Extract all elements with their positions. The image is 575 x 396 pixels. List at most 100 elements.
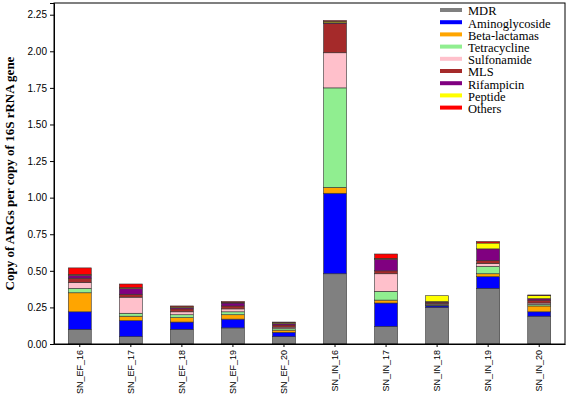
y-axis-line bbox=[50, 4, 55, 345]
plot: 0.000.250.500.751.001.251.501.752.002.25… bbox=[28, 3, 566, 394]
x-tick-mark bbox=[79, 344, 80, 347]
bar-segment bbox=[272, 322, 295, 324]
x-tick: SN_IN_17 bbox=[381, 344, 391, 392]
bar-segment bbox=[528, 300, 551, 303]
chart: 0.000.250.500.751.001.251.501.752.002.25… bbox=[0, 0, 575, 396]
x-tick-label: SN_EF_20 bbox=[279, 350, 289, 394]
bar-segment bbox=[375, 259, 398, 271]
y-tick-mark bbox=[50, 15, 54, 16]
x-tick: SN_EF_17 bbox=[126, 344, 136, 394]
bar-segment bbox=[119, 316, 142, 320]
y-tick-label: 0.00 bbox=[28, 339, 48, 350]
bars bbox=[68, 21, 550, 344]
x-tick-mark bbox=[335, 344, 336, 347]
bar-segment bbox=[221, 309, 244, 312]
bar-segment bbox=[477, 261, 500, 264]
y-tick-label: 1.50 bbox=[28, 119, 48, 130]
x-tick: SN_EF_19 bbox=[228, 344, 238, 394]
x-tick-mark bbox=[181, 344, 182, 347]
y-tick-mark bbox=[50, 344, 54, 345]
bar-segment bbox=[477, 288, 500, 344]
bar-segment bbox=[221, 312, 244, 315]
bar-segment bbox=[272, 330, 295, 332]
bar-segment bbox=[68, 275, 91, 278]
legend-swatch bbox=[440, 69, 462, 73]
legend-label: Others bbox=[468, 102, 501, 116]
bar-segment bbox=[375, 274, 398, 292]
plot-frame bbox=[54, 3, 565, 344]
y-tick-mark bbox=[50, 198, 54, 199]
bar-segment bbox=[477, 274, 500, 277]
x-tick-label: SN_IN_17 bbox=[381, 350, 391, 392]
x-tick: SN_IN_20 bbox=[534, 344, 544, 392]
bar-segment bbox=[324, 20, 347, 22]
bar-segment bbox=[221, 302, 244, 304]
y-tick-label: 0.75 bbox=[28, 229, 48, 240]
y-tick-label: 1.75 bbox=[28, 83, 48, 94]
bar-segment bbox=[324, 88, 347, 188]
bar-segment bbox=[528, 294, 551, 296]
bar-segment bbox=[477, 249, 500, 261]
bar-segment bbox=[68, 329, 91, 344]
legend-swatch bbox=[440, 32, 462, 36]
x-tick-mark bbox=[130, 344, 131, 347]
legend-item: Others bbox=[440, 102, 501, 116]
bar-segment bbox=[426, 304, 449, 306]
bar-segment bbox=[170, 307, 193, 308]
x-tick-mark bbox=[386, 344, 387, 347]
y-tick-label: 1.25 bbox=[28, 156, 48, 167]
x-tick-label: SN_IN_19 bbox=[483, 350, 493, 392]
bar-segment bbox=[477, 264, 500, 267]
bar-segment bbox=[375, 291, 398, 300]
y-tick: 0.25 bbox=[28, 302, 54, 313]
y-tick: 1.25 bbox=[28, 156, 54, 167]
bar-segment bbox=[426, 307, 449, 344]
bar-segment bbox=[324, 22, 347, 24]
bar-segment bbox=[324, 23, 347, 52]
bar-segment bbox=[272, 324, 295, 325]
x-tick: SN_IN_16 bbox=[330, 344, 340, 392]
bar-segment bbox=[119, 288, 142, 294]
y-tick-mark bbox=[50, 51, 54, 52]
bar-segment bbox=[170, 315, 193, 318]
bar-segment bbox=[426, 306, 449, 307]
bar-segment bbox=[119, 297, 142, 313]
bar-segment bbox=[68, 293, 91, 312]
legend-swatch bbox=[440, 8, 462, 12]
bar-segment bbox=[375, 254, 398, 258]
bar-segment bbox=[477, 242, 500, 243]
x-tick-label: SN_IN_20 bbox=[534, 350, 544, 392]
y-tick: 0.50 bbox=[28, 266, 54, 277]
y-tick: 1.50 bbox=[28, 119, 54, 130]
y-tick: 0.75 bbox=[28, 229, 54, 240]
legend-swatch bbox=[440, 57, 462, 61]
bar-segment bbox=[528, 312, 551, 316]
bar-segment bbox=[119, 321, 142, 337]
y-tick-label: 2.00 bbox=[28, 46, 48, 57]
y-axis-title: Copy of ARGs per copy of 16S rRNA gene bbox=[2, 56, 17, 290]
y-tick-label: 0.25 bbox=[28, 302, 48, 313]
legend: MDRAminoglycosideBeta-lactamasTetracycli… bbox=[440, 4, 551, 116]
bar-segment bbox=[324, 187, 347, 193]
bar-segment bbox=[375, 271, 398, 274]
bar-segment bbox=[477, 266, 500, 273]
bar-segment bbox=[324, 21, 347, 22]
bar-segment bbox=[528, 306, 551, 312]
bar-segment bbox=[221, 319, 244, 328]
y-tick-mark bbox=[50, 307, 54, 308]
y-tick-mark bbox=[50, 124, 54, 125]
bar-segment bbox=[375, 303, 398, 326]
legend-swatch bbox=[440, 93, 462, 97]
bar-segment bbox=[221, 303, 244, 306]
bar-segment bbox=[426, 296, 449, 302]
x-tick-label: SN_EF_19 bbox=[228, 350, 238, 394]
bar-segment bbox=[170, 305, 193, 307]
bar-segment bbox=[426, 305, 449, 307]
legend-swatch bbox=[440, 106, 462, 110]
bar-segment bbox=[272, 325, 295, 327]
bar-segment bbox=[68, 268, 91, 275]
bar-segment bbox=[221, 328, 244, 344]
bar-segment bbox=[170, 309, 193, 312]
bar-segment bbox=[170, 306, 193, 308]
bar-segment bbox=[119, 313, 142, 316]
